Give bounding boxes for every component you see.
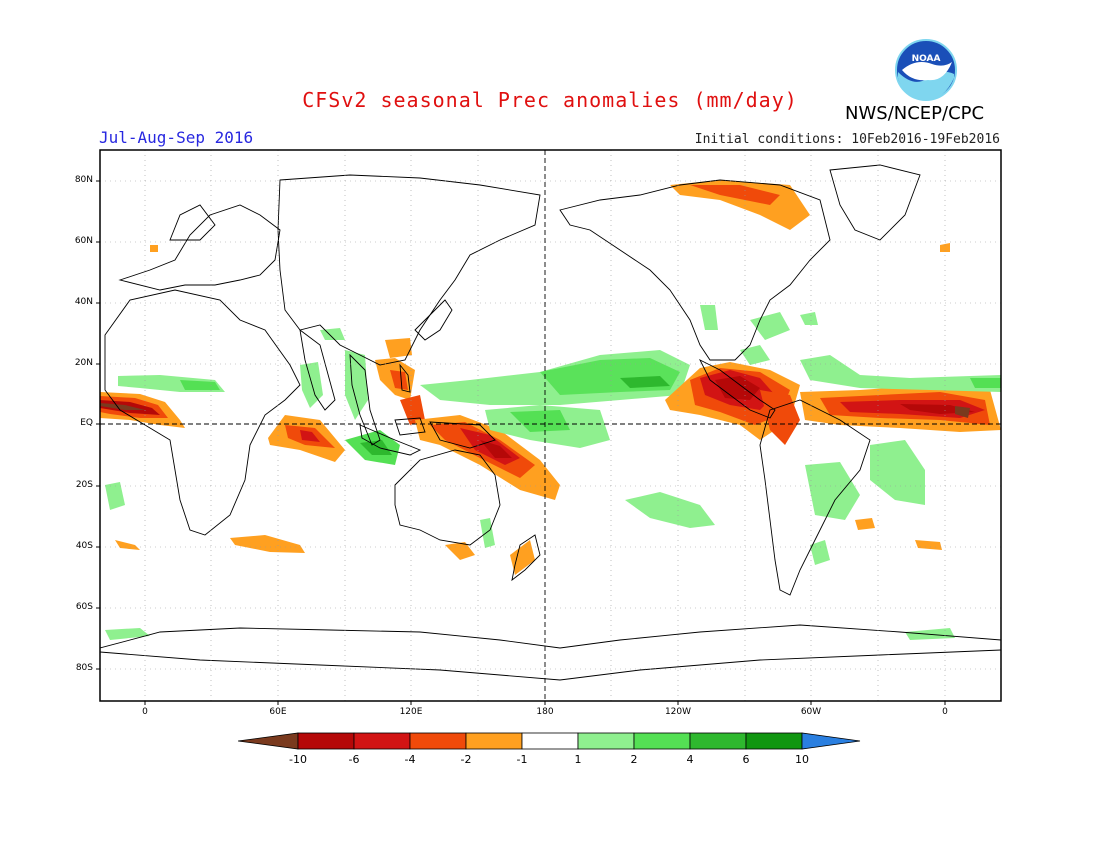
organization-label: NWS/NCEP/CPC	[845, 103, 985, 124]
lat-label: EQ	[80, 418, 93, 428]
colorbar-label: -10	[289, 753, 307, 766]
coastlines	[100, 164, 1001, 681]
logo-text: NOAA	[912, 54, 941, 64]
lon-label: 0	[142, 707, 148, 717]
lat-label: 80N	[74, 175, 93, 185]
colorbar-high-arrow	[801, 732, 861, 750]
lat-label: 40S	[75, 541, 93, 551]
colorbar-segment	[409, 732, 467, 750]
season-label: Jul-Aug-Sep 2016	[99, 128, 254, 147]
colorbar-label: 6	[742, 753, 750, 766]
colorbar-low-arrow	[238, 732, 299, 750]
lon-label: 0	[942, 707, 948, 717]
map-frame	[99, 149, 1002, 702]
lon-label: 60E	[269, 707, 287, 717]
colorbar-segment	[353, 732, 411, 750]
colorbar-label: 10	[795, 753, 809, 766]
colorbar-label: 1	[574, 753, 582, 766]
colorbar-segment	[521, 732, 579, 750]
colorbar-segment	[577, 732, 635, 750]
lon-label: 120E	[399, 707, 423, 717]
reference-lines	[100, 150, 1001, 701]
colorbar-segment	[297, 732, 355, 750]
colorbar-label: -1	[516, 753, 528, 766]
colorbar-label: 4	[686, 753, 694, 766]
lat-label: 80S	[75, 663, 93, 673]
lat-label: 40N	[74, 297, 93, 307]
initial-conditions: Initial conditions: 10Feb2016-19Feb2016	[694, 132, 1000, 147]
colorbar-segment	[689, 732, 747, 750]
lon-label: 180	[536, 707, 554, 717]
lat-label: 20N	[74, 358, 93, 368]
colorbar-label: -6	[348, 753, 360, 766]
lat-label: 60S	[75, 602, 93, 612]
colorbar-label: 2	[630, 753, 638, 766]
map-title: CFSv2 seasonal Prec anomalies (mm/day)	[302, 88, 798, 112]
colorbar-segment	[465, 732, 523, 750]
colorbar-segment	[633, 732, 691, 750]
noaa-logo: NOAA	[895, 39, 957, 101]
colorbar-segment	[745, 732, 803, 750]
colorbar-label: -2	[460, 753, 472, 766]
lon-label: 120W	[664, 707, 692, 717]
lon-label: 60W	[800, 707, 822, 717]
lat-label: 20S	[75, 480, 93, 490]
colorbar	[238, 732, 861, 750]
anomaly-fields	[100, 180, 1001, 640]
lat-label: 60N	[74, 236, 93, 246]
graticule	[100, 150, 1001, 701]
colorbar-label: -4	[404, 753, 416, 766]
